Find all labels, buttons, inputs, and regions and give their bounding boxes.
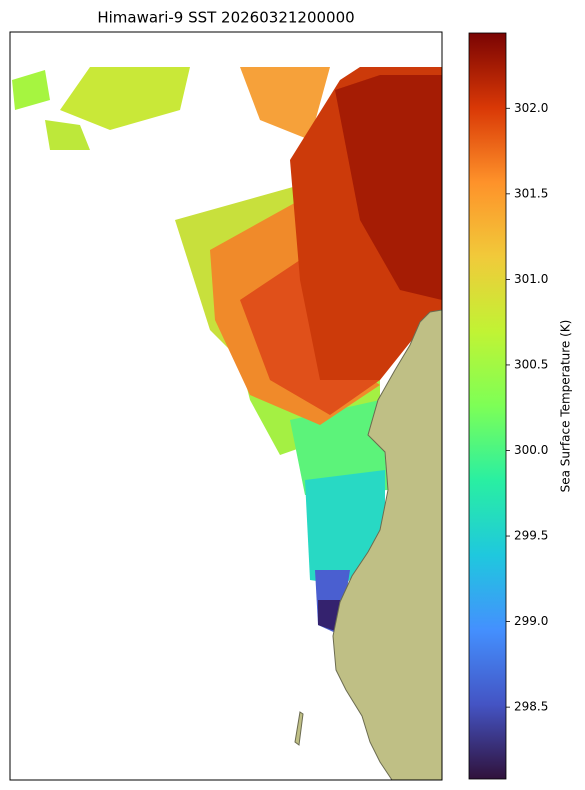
colorbar-tick-label: 299.0 [514, 614, 548, 628]
colorbar [468, 32, 507, 780]
sst-patch [12, 70, 50, 110]
chart-title: Himawari-9 SST 20260321200000 [97, 9, 354, 27]
sst-patch [290, 400, 388, 495]
colorbar-tick-label: 300.0 [514, 443, 548, 457]
sst-patch [45, 120, 90, 150]
colorbar-tick-label: 302.0 [514, 101, 548, 115]
sst-patch [335, 75, 442, 300]
colorbar-tick-label: 298.5 [514, 700, 548, 714]
colorbar-label: Sea Surface Temperature (K) [559, 320, 573, 493]
sst-patch [240, 67, 330, 140]
colorbar-tick-label: 301.5 [514, 186, 548, 200]
sst-patch [318, 600, 340, 632]
sst-patch [60, 67, 190, 130]
sst-field [12, 67, 442, 780]
colorbar-tick-label: 300.5 [514, 357, 548, 371]
island [294, 711, 304, 746]
colorbar-tick-label: 301.0 [514, 272, 548, 286]
colorbar-tick-label: 299.5 [514, 529, 548, 543]
map-frame [9, 31, 443, 781]
land [332, 309, 442, 780]
